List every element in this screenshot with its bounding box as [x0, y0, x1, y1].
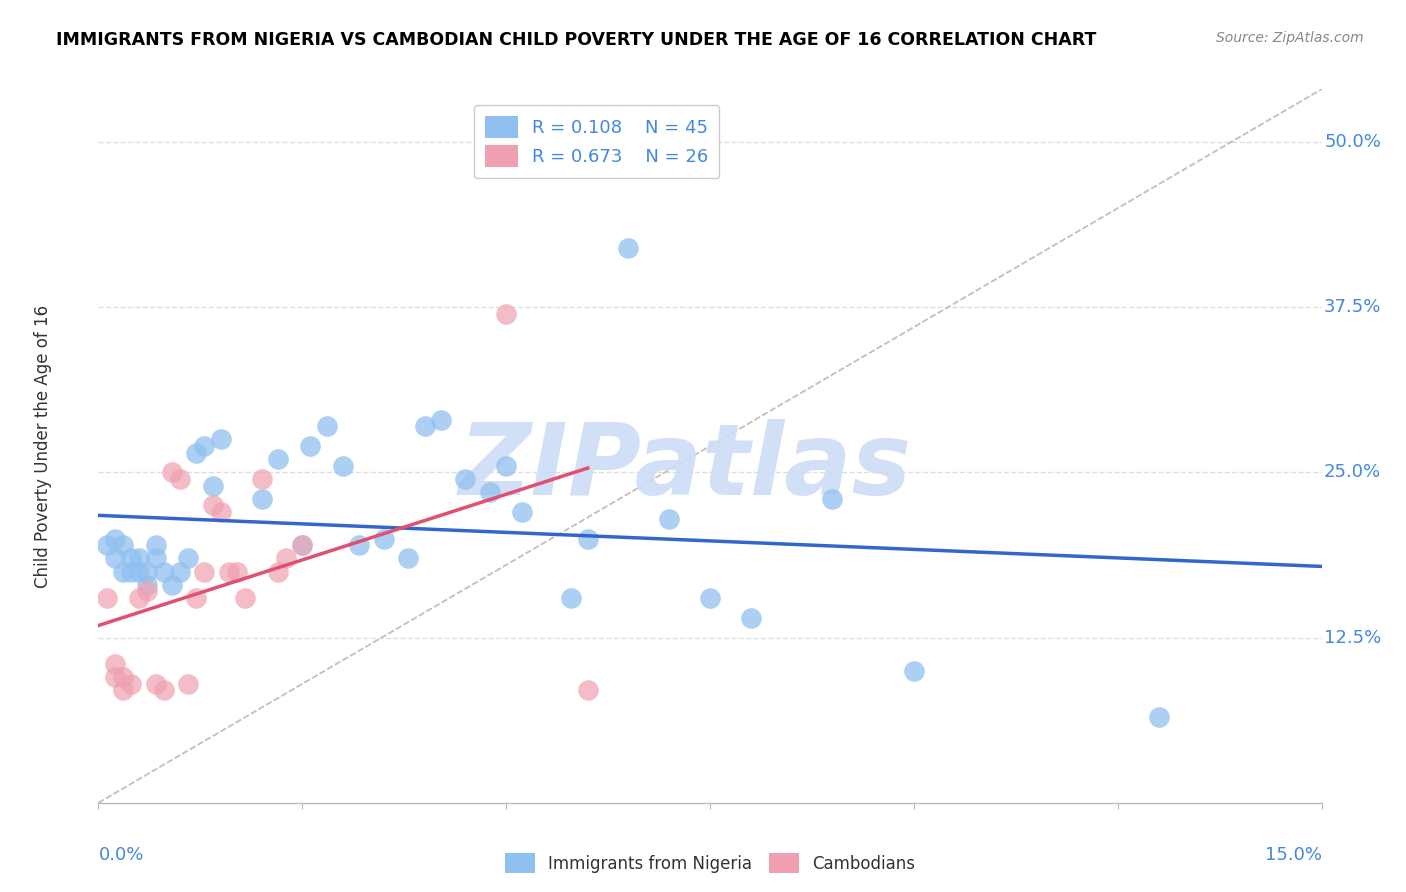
Point	[96, 591, 118, 605]
Text: 50.0%: 50.0%	[1324, 133, 1381, 151]
Point	[104, 657, 127, 671]
Point	[111, 670, 134, 684]
Text: IMMIGRANTS FROM NIGERIA VS CAMBODIAN CHILD POVERTY UNDER THE AGE OF 16 CORRELATI: IMMIGRANTS FROM NIGERIA VS CAMBODIAN CHI…	[56, 31, 1097, 49]
Text: Source: ZipAtlas.com: Source: ZipAtlas.com	[1216, 31, 1364, 45]
Point	[120, 551, 142, 566]
Point	[104, 670, 127, 684]
Point	[209, 433, 232, 447]
Point	[201, 499, 224, 513]
Point	[169, 472, 191, 486]
Point	[617, 241, 640, 255]
Point	[145, 551, 167, 566]
Point	[903, 664, 925, 678]
Point	[233, 591, 256, 605]
Point	[576, 683, 599, 698]
Point	[740, 611, 762, 625]
Point	[145, 538, 167, 552]
Point	[136, 565, 159, 579]
Point	[201, 478, 224, 492]
Point	[169, 565, 191, 579]
Point	[145, 677, 167, 691]
Point	[250, 472, 273, 486]
Point	[136, 584, 159, 599]
Point	[111, 538, 134, 552]
Point	[291, 538, 314, 552]
Text: 12.5%: 12.5%	[1324, 629, 1381, 647]
Point	[128, 565, 150, 579]
Point	[104, 551, 127, 566]
Point	[209, 505, 232, 519]
Point	[152, 683, 174, 698]
Text: 15.0%: 15.0%	[1264, 846, 1322, 863]
Point	[186, 591, 208, 605]
Point	[193, 565, 215, 579]
Point	[120, 565, 142, 579]
Point	[128, 551, 150, 566]
Point	[267, 565, 290, 579]
Point	[160, 466, 183, 480]
Point	[274, 551, 297, 566]
Point	[349, 538, 371, 552]
Text: Child Poverty Under the Age of 16: Child Poverty Under the Age of 16	[34, 304, 52, 588]
Point	[120, 677, 142, 691]
Point	[1147, 710, 1170, 724]
Point	[576, 532, 599, 546]
Point	[658, 511, 681, 525]
Point	[315, 419, 337, 434]
Point	[193, 439, 215, 453]
Legend: Immigrants from Nigeria, Cambodians: Immigrants from Nigeria, Cambodians	[498, 847, 922, 880]
Point	[495, 307, 517, 321]
Point	[821, 491, 844, 506]
Point	[186, 445, 208, 459]
Point	[396, 551, 419, 566]
Point	[560, 591, 582, 605]
Point	[160, 578, 183, 592]
Point	[136, 578, 159, 592]
Text: 37.5%: 37.5%	[1324, 298, 1382, 317]
Point	[250, 491, 273, 506]
Point	[299, 439, 322, 453]
Point	[177, 551, 200, 566]
Text: ZIPatlas: ZIPatlas	[458, 419, 912, 516]
Point	[478, 485, 501, 500]
Point	[699, 591, 721, 605]
Point	[291, 538, 314, 552]
Point	[128, 591, 150, 605]
Point	[96, 538, 118, 552]
Point	[218, 565, 240, 579]
Point	[495, 458, 517, 473]
Point	[413, 419, 436, 434]
Text: 25.0%: 25.0%	[1324, 464, 1381, 482]
Point	[226, 565, 249, 579]
Point	[454, 472, 477, 486]
Point	[332, 458, 354, 473]
Point	[267, 452, 290, 467]
Point	[430, 412, 453, 426]
Point	[373, 532, 395, 546]
Point	[111, 565, 134, 579]
Point	[512, 505, 534, 519]
Point	[111, 683, 134, 698]
Text: 0.0%: 0.0%	[98, 846, 143, 863]
Point	[152, 565, 174, 579]
Point	[104, 532, 127, 546]
Point	[177, 677, 200, 691]
